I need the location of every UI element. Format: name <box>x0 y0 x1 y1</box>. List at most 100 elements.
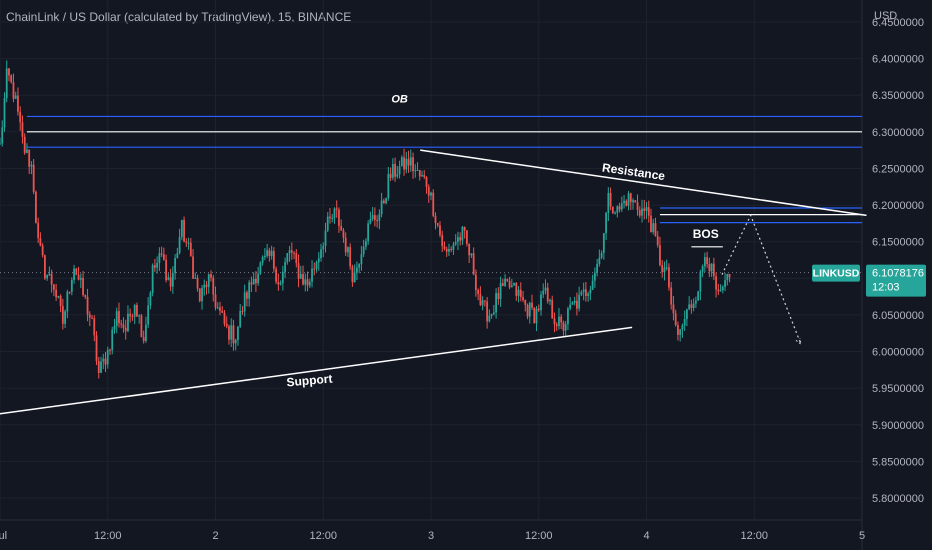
candle-body <box>515 282 518 296</box>
candle-body <box>250 282 253 285</box>
candle-body <box>439 225 441 236</box>
candle-body <box>558 316 560 327</box>
candle-body <box>466 230 468 244</box>
candle-body <box>403 157 405 170</box>
candle-body <box>728 273 731 278</box>
candle-body <box>584 289 587 296</box>
candle-body <box>454 241 457 245</box>
price-tick-label: 5.9000000 <box>872 420 924 432</box>
candle-body <box>486 301 489 322</box>
candle-body <box>367 223 370 242</box>
candle-body <box>522 296 524 301</box>
price-tick-label: 6.2000000 <box>872 200 924 212</box>
candle-body <box>524 300 527 306</box>
candle-body <box>156 262 159 268</box>
candle-body <box>694 300 697 304</box>
candle-body <box>232 325 235 344</box>
candle-body <box>326 216 329 231</box>
candle-body <box>28 149 31 167</box>
candle-body <box>724 280 726 287</box>
candle-body <box>497 293 500 300</box>
candle-body <box>490 313 493 316</box>
candle-body <box>131 316 134 318</box>
candle-body <box>461 226 464 241</box>
candle-body <box>708 263 711 272</box>
candle-body <box>589 289 592 294</box>
candle-body <box>596 264 599 273</box>
candle-body <box>587 293 590 296</box>
candle-body <box>248 282 251 299</box>
candle-body <box>30 164 33 167</box>
time-axis[interactable]: Jul 12:00 2 12:00 3 12:00 4 12:00 5 <box>0 530 865 542</box>
candle-body <box>474 274 477 290</box>
candle-body <box>46 275 49 279</box>
price-tick-label: 6.4500000 <box>872 17 924 29</box>
price-countdown: 12:03 <box>872 282 900 294</box>
candle-body <box>371 215 374 220</box>
candle-body <box>665 267 668 269</box>
candle-body <box>692 303 695 308</box>
candle-body <box>598 257 601 265</box>
time-tick-label: 12:00 <box>740 530 768 542</box>
candle-body <box>423 174 426 178</box>
candle-body <box>10 75 13 83</box>
candle-body <box>21 122 24 137</box>
candle-body <box>342 230 345 238</box>
candle-body <box>68 291 71 293</box>
price-tick-label: 6.0000000 <box>872 347 924 359</box>
candle-body <box>286 253 289 262</box>
candle-body <box>412 157 414 172</box>
candle-body <box>178 237 181 253</box>
candle-body <box>55 289 58 298</box>
candle-body <box>620 203 623 210</box>
candle-body <box>189 242 192 257</box>
candle-body <box>97 361 100 373</box>
candle-body <box>614 212 616 214</box>
candle-body <box>470 253 473 256</box>
price-tick-label: 6.4000000 <box>872 54 924 66</box>
candle-body <box>93 318 96 336</box>
time-tick-label: 12:00 <box>309 530 337 542</box>
candle-body <box>382 200 385 204</box>
candle-body <box>629 193 632 203</box>
candle-body <box>373 215 376 220</box>
candle-body <box>140 315 143 338</box>
candle-body <box>275 268 278 282</box>
candle-body <box>448 249 450 252</box>
candle-body <box>468 243 471 256</box>
candle-body <box>66 291 69 312</box>
candle-body <box>279 283 282 285</box>
candle-body <box>293 252 295 254</box>
candle-body <box>324 230 327 247</box>
candle-body <box>57 295 60 298</box>
candle-body <box>313 268 316 270</box>
candle-body <box>302 274 304 285</box>
candle-body <box>290 250 293 253</box>
candle-body <box>196 277 199 289</box>
candle-body <box>171 273 174 287</box>
candle-body <box>652 223 655 233</box>
candle-body <box>537 308 540 311</box>
candle-body <box>322 246 325 250</box>
candle-body <box>73 268 75 280</box>
drawings[interactable]: OB Resistance BOS Support <box>0 94 867 415</box>
candle-body <box>95 335 98 362</box>
candle-body <box>650 215 652 233</box>
candle-body <box>252 278 255 285</box>
candle-body <box>656 236 659 246</box>
candle-body <box>261 257 264 263</box>
candle-body <box>504 278 506 286</box>
candle-body <box>104 358 107 365</box>
candle-body <box>151 265 154 293</box>
candle-body <box>425 177 428 187</box>
candle-body <box>508 280 511 288</box>
candle-body <box>122 324 125 328</box>
candle-body <box>416 169 419 171</box>
candle-body <box>180 219 183 238</box>
candle-body <box>414 170 417 172</box>
annotation-label: Resistance <box>601 160 666 183</box>
candle-body <box>221 310 224 313</box>
price-axis[interactable]: 6.4500000 6.4000000 6.3500000 6.3000000 6.25… <box>872 17 924 505</box>
candle-body <box>546 287 549 302</box>
